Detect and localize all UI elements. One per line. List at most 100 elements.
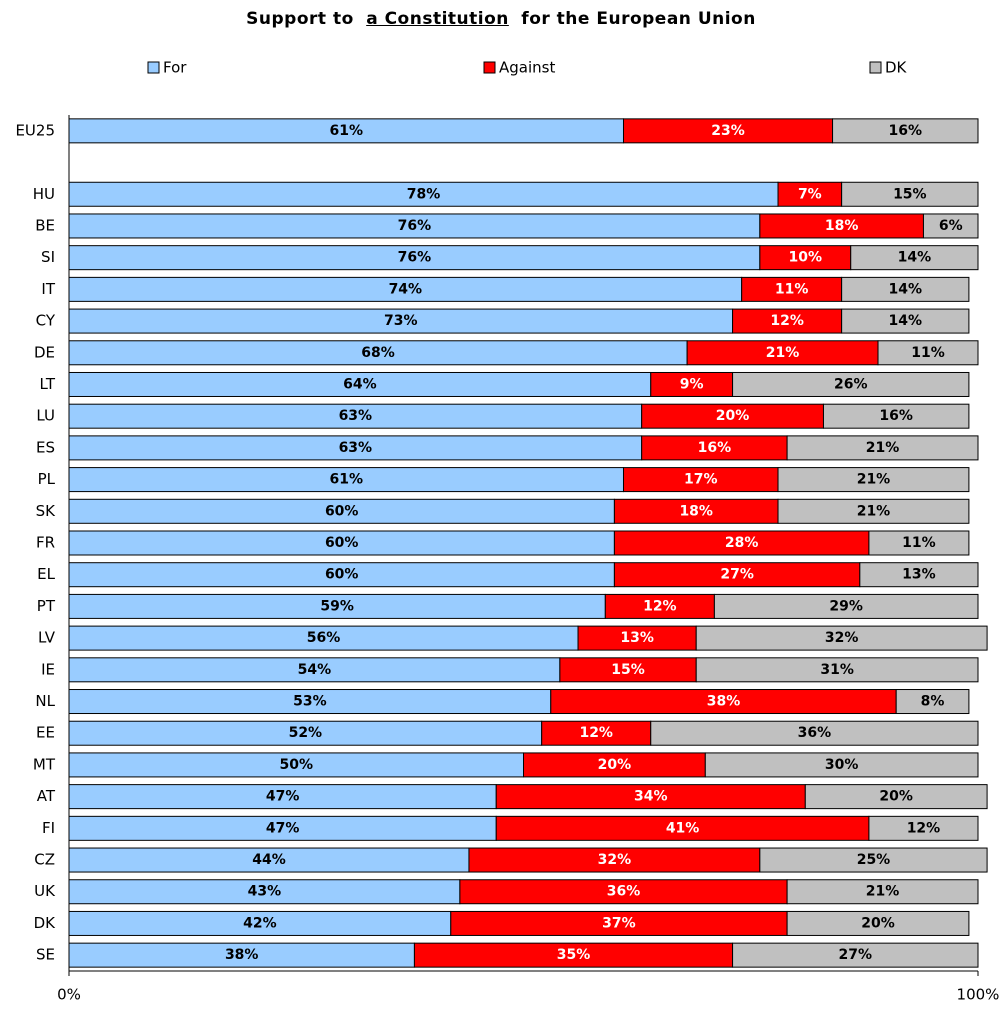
- value-label: 63%: [339, 440, 373, 456]
- y-tick-label: FI: [42, 819, 55, 837]
- value-label: 43%: [248, 884, 282, 900]
- bar-segment: [68, 371, 652, 397]
- bar-segment: [641, 403, 824, 429]
- value-label: 59%: [320, 598, 354, 614]
- value-label: 15%: [611, 662, 645, 678]
- bar-segment: [777, 181, 843, 207]
- y-tick-label: UK: [34, 882, 56, 900]
- bar-segment: [413, 942, 734, 968]
- bar-segment: [786, 910, 970, 936]
- y-tick-label: SE: [36, 946, 55, 964]
- value-label: 20%: [716, 408, 750, 424]
- value-label: 14%: [889, 313, 923, 329]
- value-label: 54%: [298, 662, 332, 678]
- y-tick-label: CZ: [34, 851, 55, 869]
- y-tick-label: DK: [34, 914, 57, 932]
- value-label: 41%: [666, 820, 700, 836]
- bar-segment: [613, 530, 870, 556]
- bar-segment: [622, 467, 779, 493]
- value-label: 37%: [602, 915, 636, 931]
- value-label: 28%: [725, 535, 759, 551]
- y-tick-label: LV: [38, 629, 56, 647]
- bar-segment: [877, 340, 979, 366]
- bar-segment: [68, 910, 452, 936]
- x-tick-label: 100%: [957, 986, 1000, 1004]
- value-label: 32%: [825, 630, 859, 646]
- value-label: 11%: [911, 345, 945, 361]
- bar-segment: [68, 118, 624, 144]
- value-label: 23%: [711, 123, 745, 139]
- value-label: 31%: [820, 662, 854, 678]
- legend-label: DK: [885, 59, 908, 77]
- y-tick-label: AT: [37, 787, 56, 805]
- title-part: a Constitution: [366, 9, 509, 29]
- value-label: 64%: [343, 376, 377, 392]
- bar-segment: [786, 879, 979, 905]
- y-tick-label: FR: [36, 534, 55, 552]
- value-label: 61%: [329, 472, 363, 488]
- bar-segment: [550, 689, 897, 715]
- title-part: for the European Union: [521, 9, 756, 29]
- bar-segment: [841, 276, 970, 302]
- value-label: 17%: [684, 472, 718, 488]
- bar-segment: [841, 181, 979, 207]
- bar-segment: [450, 910, 788, 936]
- value-label: 21%: [766, 345, 800, 361]
- bar-segment: [459, 879, 788, 905]
- bar-segment: [832, 118, 979, 144]
- value-label: 11%: [775, 281, 809, 297]
- y-tick-label: DE: [34, 343, 55, 361]
- value-label: 25%: [857, 852, 891, 868]
- bar-segment: [713, 593, 979, 619]
- value-label: 47%: [266, 820, 300, 836]
- value-label: 35%: [557, 947, 591, 963]
- bar-segment: [68, 213, 761, 239]
- value-label: 44%: [252, 852, 286, 868]
- bar-segment: [695, 657, 979, 683]
- value-label: 11%: [902, 535, 936, 551]
- bar-segment: [777, 498, 970, 524]
- y-tick-label: EU25: [15, 121, 55, 139]
- value-label: 21%: [857, 503, 891, 519]
- chart-title: Support to a Constitution for the Europe…: [0, 9, 1002, 29]
- bar-segment: [759, 245, 852, 271]
- y-tick-label: EE: [36, 724, 55, 742]
- bar-segment: [68, 752, 524, 778]
- y-tick-label: MT: [33, 755, 56, 773]
- value-label: 26%: [834, 376, 868, 392]
- value-label: 73%: [384, 313, 418, 329]
- value-label: 13%: [902, 567, 936, 583]
- value-label: 16%: [698, 440, 732, 456]
- bar-segment: [68, 340, 688, 366]
- bar-segment: [68, 942, 415, 968]
- value-label: 30%: [825, 757, 859, 773]
- bar-segment: [786, 435, 979, 461]
- bar-segment: [68, 689, 552, 715]
- y-tick-label: LU: [36, 407, 55, 425]
- bar-segment: [922, 213, 979, 239]
- bar-segment: [822, 403, 970, 429]
- value-label: 20%: [861, 915, 895, 931]
- value-label: 34%: [634, 789, 668, 805]
- bar-segment: [650, 720, 979, 746]
- legend-swatch: [483, 61, 496, 74]
- bar-segment: [850, 245, 979, 271]
- y-tick-label: IT: [41, 280, 55, 298]
- value-label: 60%: [325, 503, 359, 519]
- legend-label: Against: [499, 59, 555, 77]
- value-label: 20%: [879, 789, 913, 805]
- value-label: 21%: [866, 440, 900, 456]
- value-label: 10%: [789, 250, 823, 266]
- bar-segment: [577, 625, 697, 651]
- value-label: 12%: [579, 725, 613, 741]
- y-tick-label: ES: [36, 438, 55, 456]
- value-label: 18%: [825, 218, 859, 234]
- value-label: 14%: [889, 281, 923, 297]
- bar-segment: [686, 340, 879, 366]
- value-label: 12%: [907, 820, 941, 836]
- value-label: 36%: [798, 725, 832, 741]
- bar-segment: [613, 498, 779, 524]
- y-tick-label: NL: [35, 692, 55, 710]
- bar-segment: [68, 435, 643, 461]
